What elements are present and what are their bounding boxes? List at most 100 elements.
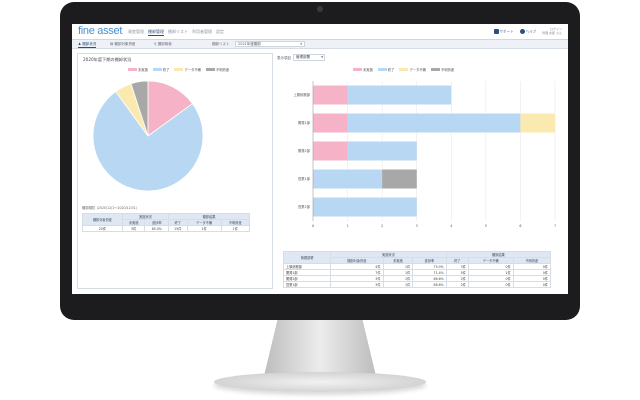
utility-links: サポート ヘルプ ログイン 管理 太郎 さん bbox=[493, 27, 562, 35]
bar-segment-未実施 bbox=[313, 141, 348, 161]
summary-table: 棚卸対象資産 実施状況 棚卸結果 未実施 進捗率 終了 データ不備 不明資産 2… bbox=[82, 213, 251, 232]
support-icon bbox=[493, 28, 499, 34]
table-cell: 20件 bbox=[82, 225, 123, 232]
pie-legend: 未実施 終了 データ不備 不明資産 bbox=[128, 67, 229, 72]
nav-item-settings[interactable]: 設定 bbox=[216, 29, 224, 34]
user-line-2: 管理 太郎 さん bbox=[542, 30, 562, 35]
x-tick-label: 1 bbox=[347, 224, 349, 228]
help-link[interactable]: ヘルプ bbox=[519, 28, 537, 35]
table-cell: 0件 bbox=[467, 281, 514, 288]
x-tick-label: 0 bbox=[312, 224, 314, 228]
bar-segment-不明資産 bbox=[382, 169, 417, 189]
monitor-stand-base bbox=[214, 372, 426, 392]
y-tick-label: 上層総務部 bbox=[294, 92, 311, 97]
user-info[interactable]: ログイン 管理 太郎 さん bbox=[542, 27, 562, 35]
legend-label: 不明資産 bbox=[440, 68, 455, 72]
tab-status[interactable]: ♟ 棚卸状況 bbox=[78, 42, 97, 48]
support-link[interactable]: サポート bbox=[493, 28, 514, 35]
bar-segment-終了 bbox=[313, 197, 417, 217]
legend-swatch bbox=[430, 68, 440, 71]
legend-item-data-defect: データ不備 bbox=[399, 67, 426, 72]
legend-label: データ不備 bbox=[184, 68, 201, 72]
legend-label: 未実施 bbox=[363, 68, 373, 72]
pie-slice-終了 bbox=[92, 90, 204, 192]
table-row: 営業1部 3件 1件 66.6% 2件 0件 0件 bbox=[282, 281, 552, 288]
legend-swatch bbox=[377, 68, 387, 71]
tab-target-assets[interactable]: ▤ 棚卸対象資産 bbox=[110, 42, 136, 46]
tab-search-label: 棚卸検索 bbox=[157, 42, 172, 46]
col-header-target: 棚卸対象資産 bbox=[82, 213, 123, 226]
x-tick-label: 7 bbox=[554, 224, 556, 228]
table-cell: 0件 bbox=[512, 281, 552, 288]
x-tick-label: 6 bbox=[519, 224, 521, 228]
legend-swatch bbox=[205, 68, 215, 71]
x-tick-label: 4 bbox=[450, 224, 452, 228]
help-label: ヘルプ bbox=[525, 29, 537, 34]
x-tick-label: 3 bbox=[416, 224, 418, 228]
table-cell: 3件 bbox=[121, 225, 146, 232]
bar-segment-終了 bbox=[347, 113, 521, 133]
table-cell: 2件 bbox=[445, 281, 469, 288]
y-tick-label: 営業2部 bbox=[298, 204, 311, 209]
x-tick-label: 2 bbox=[381, 224, 383, 228]
top-navigation: fine asset 資産管理 棚卸管理 棚卸リスト 利用者管理 設定 サポート… bbox=[72, 24, 568, 40]
pie-chart bbox=[92, 80, 204, 192]
table-cell: 85.0% bbox=[144, 225, 170, 232]
bar-segment-終了 bbox=[347, 141, 417, 161]
y-tick-label: 営業1部 bbox=[298, 176, 311, 181]
user-line-1: ログイン bbox=[549, 27, 562, 31]
legend-label: 終了 bbox=[387, 68, 395, 72]
table-cell: 66.6% bbox=[412, 281, 447, 288]
department-panel: 表示項目 管理部署 ▾ 未実施 終了 データ不備 不明資産 0 1 2 3 4 5 6 7 上層総… bbox=[277, 53, 563, 289]
tab-target-label: 棚卸対象資産 bbox=[114, 42, 136, 46]
legend-label: 終了 bbox=[162, 68, 170, 72]
chevron-down-icon: ▾ bbox=[300, 42, 302, 46]
bar-legend: 未実施 終了 データ不備 不明資産 bbox=[353, 67, 454, 72]
display-item-label: 表示項目 bbox=[277, 56, 291, 60]
legend-item-done: 終了 bbox=[152, 67, 170, 72]
table-cell: 営業1部 bbox=[282, 281, 332, 288]
bar-segment-終了 bbox=[347, 85, 452, 105]
y-tick-label: 開発2部 bbox=[298, 148, 311, 153]
app-logo[interactable]: fine asset bbox=[78, 25, 123, 37]
monitor-frame: fine asset 資産管理 棚卸管理 棚卸リスト 利用者管理 設定 サポート… bbox=[60, 2, 580, 320]
support-label: サポート bbox=[499, 29, 514, 34]
inventory-period: 棚卸期間（2020/12/1〜2020/12/31） bbox=[82, 206, 140, 210]
table-cell: 1件 bbox=[186, 225, 222, 232]
table-cell: 1件 bbox=[220, 225, 251, 232]
table-cell: 1件 bbox=[382, 281, 414, 288]
table-cell: 3件 bbox=[330, 281, 384, 288]
department-table: 管理部署 実施状況 棚卸結果 棚卸対象資産 未実施 進捗率 終了 データ不備 不… bbox=[282, 251, 552, 288]
legend-item-unknown: 不明資産 bbox=[205, 67, 229, 72]
legend-label: 未実施 bbox=[138, 68, 148, 72]
list-select-label: 棚卸リスト bbox=[212, 42, 230, 46]
nav-item-inventory[interactable]: 棚卸管理 bbox=[148, 29, 164, 36]
legend-item-unfinished: 未実施 bbox=[353, 67, 373, 72]
nav-item-users[interactable]: 利用者管理 bbox=[192, 29, 212, 34]
legend-swatch bbox=[128, 68, 137, 71]
panel-title: 2020年度下期の棚卸状況 bbox=[83, 57, 132, 62]
nav-item-assets[interactable]: 資産管理 bbox=[128, 29, 144, 34]
legend-item-done: 終了 bbox=[377, 67, 395, 72]
legend-item-data-defect: データ不備 bbox=[174, 67, 201, 72]
display-item-select[interactable]: 管理部署 ▾ bbox=[293, 54, 325, 61]
legend-swatch bbox=[353, 68, 362, 71]
table-row: 開発2部 3件 1件 66.6% 2件 0件 0件 bbox=[282, 275, 552, 282]
help-icon bbox=[519, 28, 525, 34]
col-header-department: 管理部署 bbox=[282, 251, 332, 264]
legend-swatch bbox=[399, 68, 409, 71]
pie-slice-未実施 bbox=[147, 80, 194, 137]
legend-label: データ不備 bbox=[409, 68, 426, 72]
inventory-list-select[interactable]: 2021年度棚卸 ▾ bbox=[235, 41, 305, 47]
tab-search[interactable]: ⚲ 棚卸検索 bbox=[154, 42, 172, 47]
table-cell: 15件 bbox=[168, 225, 188, 232]
screen: fine asset 資産管理 棚卸管理 棚卸リスト 利用者管理 設定 サポート… bbox=[72, 24, 568, 294]
camera-dot bbox=[317, 6, 323, 12]
legend-swatch bbox=[152, 68, 162, 71]
chevron-down-icon: ▾ bbox=[321, 55, 323, 59]
table-row: 20件 3件 85.0% 15件 1件 1件 bbox=[82, 225, 251, 232]
pie-slice-不明資産 bbox=[130, 80, 149, 137]
y-tick-label: 開発1部 bbox=[298, 120, 311, 125]
nav-item-inventory-list[interactable]: 棚卸リスト bbox=[168, 29, 188, 34]
bar-segment-未実施 bbox=[313, 113, 348, 133]
